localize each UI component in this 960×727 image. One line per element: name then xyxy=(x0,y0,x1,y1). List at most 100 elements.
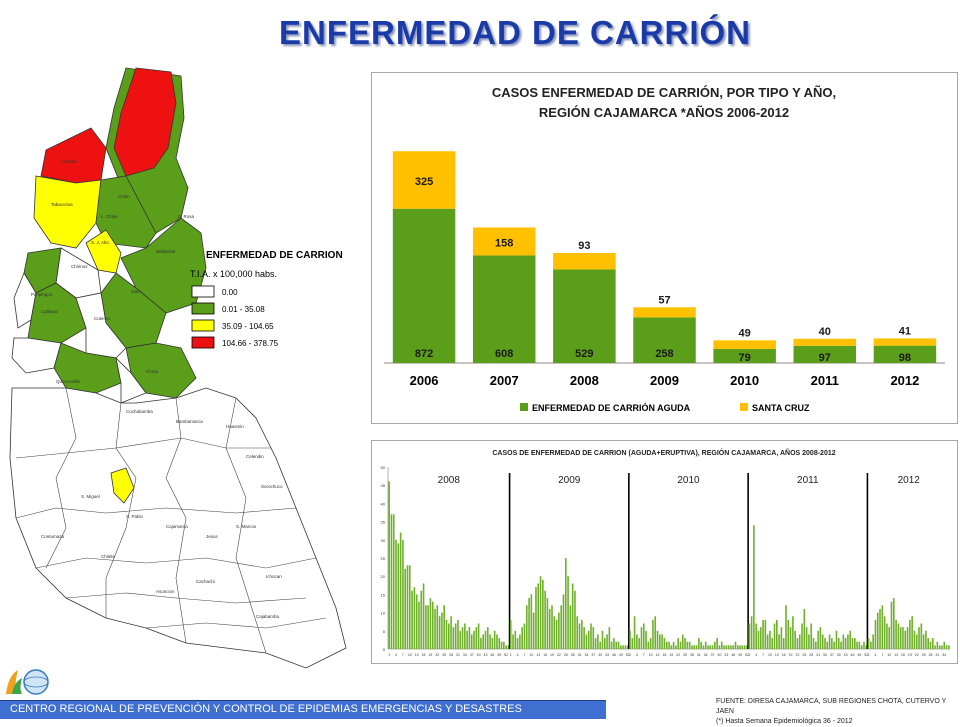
week-bar[interactable] xyxy=(801,623,803,649)
week-bar[interactable] xyxy=(649,638,652,649)
week-bar[interactable] xyxy=(872,634,874,649)
week-bar[interactable] xyxy=(695,645,698,649)
week-bar[interactable] xyxy=(691,645,693,649)
week-bar[interactable] xyxy=(562,594,565,649)
week-bar[interactable] xyxy=(663,638,666,649)
week-bar[interactable] xyxy=(906,627,909,649)
week-bar[interactable] xyxy=(404,568,407,649)
week-bar[interactable] xyxy=(425,605,427,649)
week-bar[interactable] xyxy=(714,641,716,649)
week-bar[interactable] xyxy=(661,634,663,649)
week-bar[interactable] xyxy=(629,630,631,649)
week-bar[interactable] xyxy=(743,645,746,649)
week-bar[interactable] xyxy=(730,645,732,649)
week-bar[interactable] xyxy=(876,612,879,649)
week-bar[interactable] xyxy=(624,645,627,649)
week-bar[interactable] xyxy=(904,630,907,649)
week-bar[interactable] xyxy=(523,623,526,649)
week-bar[interactable] xyxy=(927,638,930,649)
week-bar[interactable] xyxy=(856,641,858,649)
week-bar[interactable] xyxy=(835,630,838,649)
week-bar[interactable] xyxy=(535,587,537,649)
week-bar[interactable] xyxy=(569,605,572,649)
week-bar[interactable] xyxy=(473,630,475,649)
week-bar[interactable] xyxy=(470,634,473,649)
week-bar[interactable] xyxy=(397,543,400,649)
week-bar[interactable] xyxy=(787,619,790,649)
week-bar[interactable] xyxy=(652,619,654,649)
week-bar[interactable] xyxy=(431,601,434,649)
week-bar[interactable] xyxy=(482,634,484,649)
week-bar[interactable] xyxy=(672,641,675,649)
week-bar[interactable] xyxy=(711,645,714,649)
week-bar[interactable] xyxy=(454,623,457,649)
week-bar[interactable] xyxy=(493,630,496,649)
week-bar[interactable] xyxy=(500,641,503,649)
week-bar[interactable] xyxy=(633,616,636,649)
week-bar[interactable] xyxy=(948,645,950,649)
week-bar[interactable] xyxy=(759,627,762,649)
week-bar[interactable] xyxy=(879,608,881,649)
week-bar[interactable] xyxy=(780,627,783,649)
week-bar[interactable] xyxy=(571,583,574,649)
bar-aguda[interactable] xyxy=(633,317,696,363)
week-bar[interactable] xyxy=(771,638,774,649)
bar-santa-cruz[interactable] xyxy=(633,307,696,318)
week-bar[interactable] xyxy=(931,638,934,649)
week-bar[interactable] xyxy=(406,565,409,649)
week-bar[interactable] xyxy=(746,645,748,649)
bar-aguda[interactable] xyxy=(793,345,857,363)
week-bar[interactable] xyxy=(505,645,507,649)
week-bar[interactable] xyxy=(778,634,780,649)
week-bar[interactable] xyxy=(626,645,629,649)
week-bar[interactable] xyxy=(418,601,420,649)
week-bar[interactable] xyxy=(789,627,792,649)
week-bar[interactable] xyxy=(452,627,455,649)
week-bar[interactable] xyxy=(833,641,835,649)
week-bar[interactable] xyxy=(659,634,661,649)
week-bar[interactable] xyxy=(902,627,904,649)
week-bar[interactable] xyxy=(450,616,452,649)
week-bar[interactable] xyxy=(863,641,865,649)
week-bar[interactable] xyxy=(865,645,868,649)
week-bar[interactable] xyxy=(620,645,622,649)
week-bar[interactable] xyxy=(684,638,686,649)
week-bar[interactable] xyxy=(776,619,778,649)
week-bar[interactable] xyxy=(390,514,393,649)
week-bar[interactable] xyxy=(436,605,439,649)
week-bar[interactable] xyxy=(466,630,468,649)
week-bar[interactable] xyxy=(544,590,546,649)
week-bar[interactable] xyxy=(599,641,601,649)
week-bar[interactable] xyxy=(645,630,647,649)
week-bar[interactable] xyxy=(578,623,581,649)
week-bar[interactable] xyxy=(925,630,927,649)
week-bar[interactable] xyxy=(647,641,650,649)
district-yellow-sjalto[interactable] xyxy=(85,229,122,274)
week-bar[interactable] xyxy=(847,634,849,649)
week-bar[interactable] xyxy=(867,638,870,649)
week-bar[interactable] xyxy=(679,641,682,649)
week-bar[interactable] xyxy=(831,638,833,649)
week-bar[interactable] xyxy=(498,638,501,649)
week-bar[interactable] xyxy=(519,634,521,649)
week-bar[interactable] xyxy=(936,641,939,649)
week-bar[interactable] xyxy=(821,634,824,649)
week-bar[interactable] xyxy=(785,605,787,649)
week-bar[interactable] xyxy=(890,601,893,649)
week-bar[interactable] xyxy=(594,638,597,649)
week-bar[interactable] xyxy=(587,630,590,649)
week-bar[interactable] xyxy=(929,641,932,649)
week-bar[interactable] xyxy=(585,634,588,649)
week-bar[interactable] xyxy=(815,641,817,649)
week-bar[interactable] xyxy=(459,630,462,649)
week-bar[interactable] xyxy=(525,605,528,649)
week-bar[interactable] xyxy=(447,623,450,649)
week-bar[interactable] xyxy=(583,627,585,649)
week-bar[interactable] xyxy=(782,638,785,649)
week-bar[interactable] xyxy=(597,634,599,649)
week-bar[interactable] xyxy=(608,627,611,649)
week-bar[interactable] xyxy=(858,641,861,649)
week-bar[interactable] xyxy=(581,619,583,649)
week-bar[interactable] xyxy=(411,590,413,649)
week-bar[interactable] xyxy=(548,608,551,649)
